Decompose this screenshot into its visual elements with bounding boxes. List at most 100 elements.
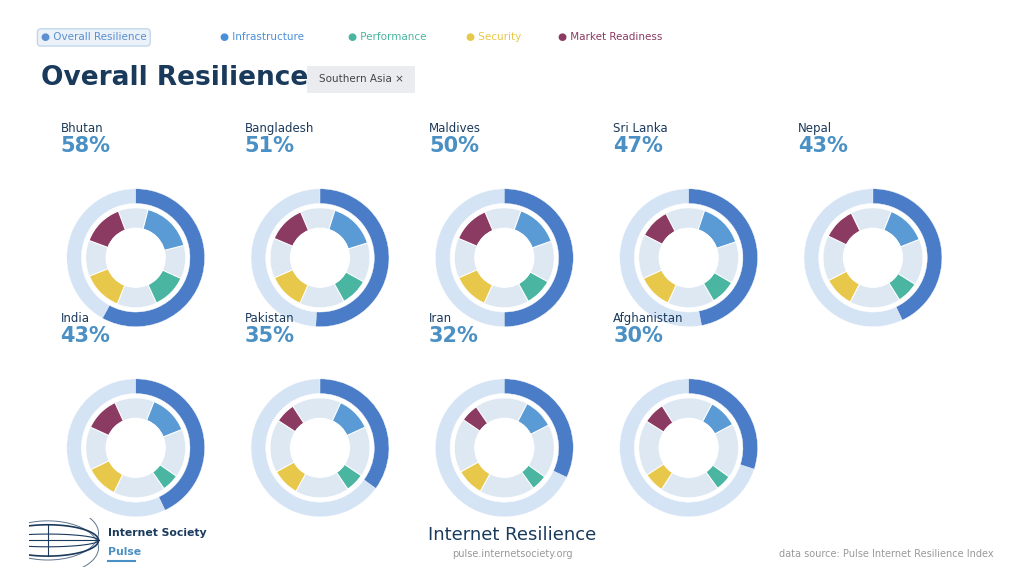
Wedge shape bbox=[518, 272, 548, 301]
Wedge shape bbox=[647, 464, 673, 490]
Wedge shape bbox=[135, 379, 205, 510]
Wedge shape bbox=[67, 189, 205, 327]
Wedge shape bbox=[643, 270, 677, 303]
Wedge shape bbox=[147, 270, 181, 303]
Wedge shape bbox=[146, 401, 182, 437]
Wedge shape bbox=[270, 208, 370, 308]
Wedge shape bbox=[459, 212, 493, 247]
Wedge shape bbox=[91, 461, 123, 492]
Wedge shape bbox=[639, 398, 738, 498]
Wedge shape bbox=[102, 189, 205, 327]
Circle shape bbox=[106, 418, 165, 478]
Wedge shape bbox=[703, 272, 732, 301]
Text: Overall Resilience: Overall Resilience bbox=[41, 65, 308, 91]
Wedge shape bbox=[461, 462, 490, 491]
Wedge shape bbox=[329, 210, 368, 249]
Wedge shape bbox=[251, 189, 389, 327]
Circle shape bbox=[659, 418, 718, 478]
Wedge shape bbox=[274, 270, 308, 304]
Text: Bangladesh: Bangladesh bbox=[245, 122, 314, 135]
Circle shape bbox=[475, 418, 534, 478]
Text: ● Security: ● Security bbox=[466, 32, 521, 43]
Text: 43%: 43% bbox=[60, 325, 111, 346]
Text: India: India bbox=[60, 312, 89, 325]
Wedge shape bbox=[706, 465, 729, 488]
Wedge shape bbox=[86, 398, 185, 498]
Wedge shape bbox=[644, 214, 675, 244]
Wedge shape bbox=[872, 189, 942, 320]
Wedge shape bbox=[889, 274, 915, 300]
Wedge shape bbox=[828, 213, 860, 245]
Wedge shape bbox=[518, 404, 549, 434]
Wedge shape bbox=[337, 464, 361, 489]
Circle shape bbox=[659, 228, 718, 287]
Text: ● Infrastructure: ● Infrastructure bbox=[220, 32, 304, 43]
Text: Pakistan: Pakistan bbox=[245, 312, 294, 325]
Circle shape bbox=[844, 228, 902, 287]
Text: ● Performance: ● Performance bbox=[348, 32, 427, 43]
Wedge shape bbox=[153, 465, 176, 488]
Wedge shape bbox=[89, 211, 126, 248]
Text: Maldives: Maldives bbox=[429, 122, 481, 135]
Wedge shape bbox=[620, 379, 758, 517]
Text: ● Overall Resilience: ● Overall Resilience bbox=[41, 32, 146, 43]
Text: 47%: 47% bbox=[613, 135, 664, 156]
Text: ● Market Readiness: ● Market Readiness bbox=[558, 32, 663, 43]
Wedge shape bbox=[459, 270, 493, 304]
Circle shape bbox=[475, 228, 534, 287]
Text: 51%: 51% bbox=[245, 135, 295, 156]
Wedge shape bbox=[143, 210, 184, 251]
Circle shape bbox=[291, 418, 349, 478]
Text: 58%: 58% bbox=[60, 135, 111, 156]
Circle shape bbox=[106, 228, 165, 287]
Wedge shape bbox=[86, 208, 185, 308]
Wedge shape bbox=[504, 379, 573, 477]
Wedge shape bbox=[276, 462, 306, 491]
Wedge shape bbox=[823, 208, 923, 308]
Wedge shape bbox=[274, 212, 308, 247]
Wedge shape bbox=[620, 189, 758, 327]
Wedge shape bbox=[332, 403, 366, 435]
Text: Iran: Iran bbox=[429, 312, 453, 325]
Text: Pulse: Pulse bbox=[109, 547, 141, 556]
Wedge shape bbox=[463, 407, 487, 431]
Wedge shape bbox=[89, 268, 125, 304]
Wedge shape bbox=[884, 211, 920, 247]
Wedge shape bbox=[251, 379, 389, 517]
Wedge shape bbox=[521, 465, 545, 488]
Wedge shape bbox=[315, 189, 389, 327]
Wedge shape bbox=[90, 403, 124, 435]
Text: Nepal: Nepal bbox=[798, 122, 831, 135]
Text: 35%: 35% bbox=[245, 325, 295, 346]
Wedge shape bbox=[688, 189, 758, 325]
Wedge shape bbox=[504, 189, 573, 327]
Text: 32%: 32% bbox=[429, 325, 479, 346]
Wedge shape bbox=[698, 211, 736, 248]
Wedge shape bbox=[435, 379, 573, 517]
Circle shape bbox=[291, 228, 349, 287]
Wedge shape bbox=[514, 211, 551, 248]
Wedge shape bbox=[67, 379, 205, 517]
Wedge shape bbox=[455, 208, 554, 308]
Wedge shape bbox=[804, 189, 942, 327]
Text: pulse.internetsociety.org: pulse.internetsociety.org bbox=[452, 549, 572, 559]
Wedge shape bbox=[270, 398, 370, 498]
Text: data source: Pulse Internet Resilience Index: data source: Pulse Internet Resilience I… bbox=[778, 549, 993, 559]
Wedge shape bbox=[279, 406, 304, 432]
Text: Afghanistan: Afghanistan bbox=[613, 312, 684, 325]
Wedge shape bbox=[688, 379, 758, 469]
Wedge shape bbox=[639, 208, 738, 308]
Wedge shape bbox=[828, 271, 859, 302]
Text: 43%: 43% bbox=[798, 135, 848, 156]
Wedge shape bbox=[455, 398, 554, 498]
Text: Bhutan: Bhutan bbox=[60, 122, 103, 135]
Wedge shape bbox=[435, 189, 573, 327]
Text: Sri Lanka: Sri Lanka bbox=[613, 122, 668, 135]
Text: Internet Society: Internet Society bbox=[109, 528, 207, 538]
FancyBboxPatch shape bbox=[301, 65, 421, 94]
Text: Internet Resilience: Internet Resilience bbox=[428, 525, 596, 544]
Text: 30%: 30% bbox=[613, 325, 664, 346]
Wedge shape bbox=[334, 272, 364, 301]
Wedge shape bbox=[646, 406, 673, 432]
Text: 50%: 50% bbox=[429, 135, 479, 156]
